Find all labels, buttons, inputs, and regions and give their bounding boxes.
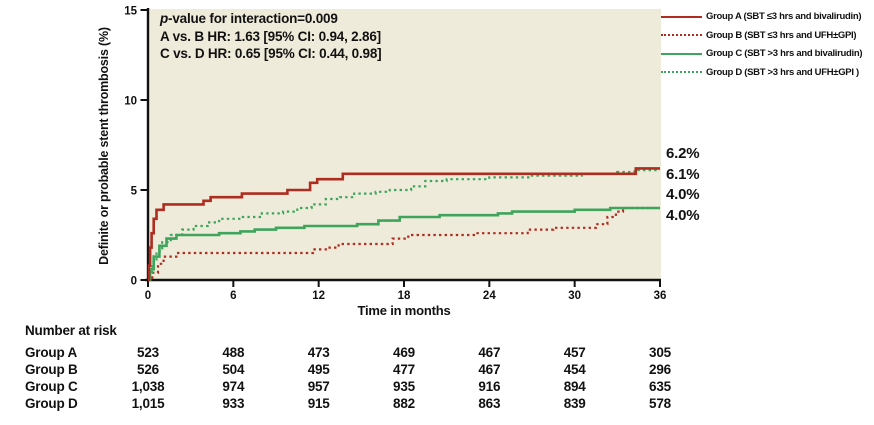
annotation-line-ab-hr: A vs. B HR: 1.63 [95% CI: 0.94, 2.86] xyxy=(160,28,381,44)
risk-cell: 839 xyxy=(563,396,586,411)
risk-cell: 882 xyxy=(393,396,415,411)
risk-cell: 495 xyxy=(307,362,330,377)
risk-cell: 305 xyxy=(649,345,671,360)
risk-cell: 915 xyxy=(307,396,330,411)
annotation-line-pvalue-text: -value for interaction=0.009 xyxy=(168,11,338,26)
x-axis-title: Time in months xyxy=(357,303,451,318)
legend-label-group-b: Group B (SBT ≤3 hrs and UFH±GPI) xyxy=(706,29,857,41)
annotation-line-cd-hr: C vs. D HR: 0.65 [95% CI: 0.44, 0.98] xyxy=(160,46,382,61)
end-label-group-d: 6.1% xyxy=(666,165,700,183)
risk-row-label-group-c: Group C xyxy=(25,379,78,394)
legend-line-swatch-group-a xyxy=(661,15,702,18)
risk-cell: 473 xyxy=(307,345,330,360)
annotation-box: p-value for interaction=0.009 A vs. B HR… xyxy=(160,10,382,63)
risk-cell: 578 xyxy=(649,396,671,411)
y-tick-label: 5 xyxy=(131,186,138,198)
risk-cell: 454 xyxy=(563,362,586,377)
risk-cell: 635 xyxy=(649,379,671,394)
risk-cell: 974 xyxy=(222,379,245,394)
legend-line-swatch-group-b xyxy=(661,34,702,36)
risk-cell: 863 xyxy=(478,396,501,411)
risk-cell: 916 xyxy=(478,379,501,394)
series-line-group-c xyxy=(148,206,660,282)
x-tick-label: 30 xyxy=(568,290,581,302)
x-tick-label: 6 xyxy=(230,290,236,302)
risk-row-label-group-d: Group D xyxy=(25,396,78,411)
curve-end-labels: 6.2% 6.1% 4.0% 4.0% xyxy=(666,144,700,226)
legend: Group A (SBT ≤3 hrs and bivalirudin) Gro… xyxy=(661,11,873,78)
risk-cell: 957 xyxy=(307,379,330,394)
x-tick-label: 0 xyxy=(145,290,151,302)
annotation-line-pvalue: p-value for interaction=0.009 xyxy=(160,10,381,28)
risk-row-label-group-b: Group B xyxy=(25,362,78,377)
risk-table-title: Number at risk xyxy=(25,323,117,338)
risk-cell: 526 xyxy=(137,362,159,377)
y-tick-label: 0 xyxy=(131,276,137,288)
y-tick-label: 10 xyxy=(124,96,137,108)
series-line-group-d xyxy=(148,169,660,282)
risk-cell: 523 xyxy=(137,345,159,360)
y-axis-title: Definite or probable stent thrombosis (%… xyxy=(97,27,111,265)
legend-label-group-d: Group D (SBT >3 hrs and UFH±GPI ) xyxy=(706,66,859,78)
x-tick-label: 12 xyxy=(312,290,325,302)
legend-line-swatch-group-d xyxy=(661,71,702,73)
risk-cell: 469 xyxy=(393,345,415,360)
end-label-group-b: 4.0% xyxy=(666,206,700,224)
risk-cell: 1,038 xyxy=(131,379,165,394)
risk-cell: 933 xyxy=(222,396,245,411)
legend-label-group-a: Group A (SBT ≤3 hrs and bivalirudin) xyxy=(706,11,862,22)
risk-cell: 935 xyxy=(393,379,415,394)
legend-line-swatch-group-c xyxy=(661,52,702,55)
x-tick-label: 18 xyxy=(398,290,411,302)
risk-row-label-group-a: Group A xyxy=(25,345,78,360)
risk-cell: 457 xyxy=(563,345,586,360)
plot-area xyxy=(149,9,661,280)
risk-cell: 467 xyxy=(478,362,501,377)
series-line-group-a xyxy=(147,167,660,282)
end-label-group-c: 4.0% xyxy=(666,186,700,204)
risk-cell: 467 xyxy=(478,345,501,360)
end-label-group-a: 6.2% xyxy=(666,145,700,162)
risk-cell: 1,015 xyxy=(131,396,165,411)
legend-item-group-d: Group D (SBT >3 hrs and UFH±GPI ) xyxy=(661,67,873,78)
series-line-group-b xyxy=(148,206,660,282)
legend-item-group-b: Group B (SBT ≤3 hrs and UFH±GPI) xyxy=(661,30,873,41)
p-italic: p xyxy=(160,11,169,26)
risk-cell: 488 xyxy=(222,345,245,360)
y-tick-label: 15 xyxy=(124,6,137,18)
legend-label-group-c: Group C (SBT >3 hrs and bivalirudin) xyxy=(706,48,863,59)
risk-cell: 296 xyxy=(649,362,671,377)
risk-cell: 477 xyxy=(393,362,415,377)
risk-cell: 504 xyxy=(222,362,245,377)
legend-item-group-a: Group A (SBT ≤3 hrs and bivalirudin) xyxy=(661,11,873,22)
km-plot-canvas: 0 5 10 15 0 6 12 18 24 30 36 xyxy=(124,6,667,303)
x-tick-label: 36 xyxy=(654,290,667,302)
x-tick-label: 24 xyxy=(483,290,496,302)
risk-cell: 894 xyxy=(563,379,586,394)
legend-item-group-c: Group C (SBT >3 hrs and bivalirudin) xyxy=(661,48,873,59)
